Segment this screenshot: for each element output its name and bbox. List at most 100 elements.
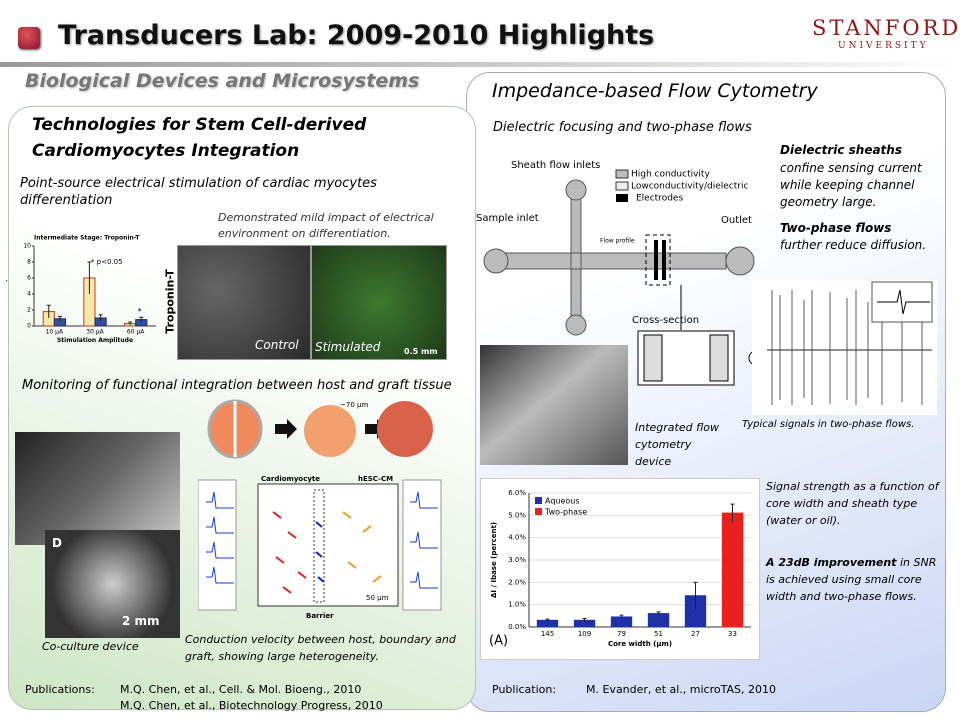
y-tick-label: 5.0%: [508, 511, 526, 519]
logo-line1: STANFORD: [812, 16, 960, 40]
graft-label: hESC-CM: [358, 475, 393, 483]
key-electrode: [616, 194, 628, 202]
bar: [647, 613, 670, 628]
error-bar: [545, 618, 550, 622]
section-title: Biological Devices and Microsystems: [25, 70, 420, 92]
cross-label: Cross-section: [632, 315, 699, 326]
outlet-label: Outlet: [721, 215, 752, 226]
x-tick-label: 33: [728, 630, 737, 638]
stimulated-label: Stimulated: [315, 340, 381, 354]
micrograph: [177, 245, 311, 360]
signal-text: Signal strength as a function of core wi…: [766, 480, 939, 527]
traces: [206, 491, 438, 589]
y-tick-label: 8: [27, 259, 31, 266]
x-tick-label: 60 µA: [127, 329, 145, 336]
electrode: [654, 240, 658, 280]
vectors: [342, 511, 382, 583]
y-tick-label: 2: [27, 307, 31, 314]
right-title: Impedance-based Flow Cytometry: [492, 80, 818, 102]
y-tick-label: 4.0%: [508, 534, 526, 542]
sheath-label: Sheath flow inlets: [511, 160, 600, 171]
x-tick-label: 109: [578, 630, 591, 638]
bar: [721, 512, 744, 628]
panel-title: Technologies for Stem Cell-derived Cardi…: [32, 115, 367, 161]
stim-heading: Point-source electrical stimulation of c…: [20, 176, 377, 208]
outlet: [725, 246, 755, 276]
tissue: [377, 401, 433, 457]
error-bar: [46, 304, 51, 318]
sample-label: Sample inlet: [476, 213, 539, 224]
y-tick-label: 6: [27, 275, 31, 282]
error-bar: [619, 614, 624, 619]
sheath: [709, 334, 729, 382]
publication: M.Q. Chen, et al., Cell. & Mol. Bioeng.,…: [120, 683, 362, 696]
error-bar: [693, 581, 698, 610]
y-tick-label: 0.0%: [508, 623, 526, 631]
x-label: Stimulation Amplitude: [57, 337, 133, 344]
key-label: High conductivity: [631, 170, 710, 180]
signals-plot: [752, 280, 937, 415]
device-caption: Integrated flow cytometry device: [635, 421, 719, 468]
device-photo: [45, 530, 180, 638]
improvement-text: A 23dB improvement in SNR is achieved us…: [766, 554, 941, 605]
side-text: further reduce diffusion.: [780, 238, 927, 252]
tissue: [304, 405, 356, 457]
panel-letter: D: [52, 536, 62, 550]
gray-band: [0, 62, 960, 67]
vectors: [315, 521, 325, 583]
error-bar: [87, 261, 92, 294]
right-subtitle: Dielectric focusing and two-phase flows: [493, 120, 752, 135]
x-tick-label: 27: [691, 630, 700, 638]
coculture-caption: Co-culture device: [42, 640, 139, 653]
key-label: Lowconductivity/dielectric: [631, 182, 748, 192]
monitor-heading: Monitoring of functional integration bet…: [22, 378, 452, 393]
x-tick-label: 79: [617, 630, 626, 638]
electrode: [662, 240, 666, 280]
error-bar: [139, 316, 144, 322]
gap-label: ~70 µm: [340, 401, 368, 409]
arrow: [275, 419, 297, 439]
y-tick-label: 2.0%: [508, 578, 526, 586]
channel: [495, 189, 727, 326]
y-tick-label: 0: [27, 323, 31, 330]
title-icon: [18, 27, 40, 49]
y-tick-label: 1.0%: [508, 601, 526, 609]
publications-label: Publications:: [25, 683, 95, 696]
error-bar: [730, 503, 735, 523]
panel-label: (A): [489, 634, 508, 649]
legend-label: Two-phase: [544, 508, 587, 517]
publication: M.Q. Chen, et al., Biotechnology Progres…: [120, 699, 383, 712]
x-tick-label: 10 µA: [46, 329, 64, 336]
inlet: [565, 179, 587, 201]
legend-swatch: [535, 497, 542, 504]
scale-label: 50 µm: [366, 594, 389, 602]
spikes: [771, 290, 923, 405]
flow-chart: 0.0% 1.0% 2.0% 3.0% 4.0% 5.0% 6.0% 145 109 79 51 27…: [480, 478, 760, 660]
publication: M. Evander, et al., microTAS, 2010: [586, 683, 776, 696]
error-bar: [57, 315, 62, 322]
device-scale: 2 mm: [122, 614, 160, 628]
inlet: [483, 248, 509, 274]
side-heading: Two-phase flows: [780, 221, 892, 235]
error-bar: [582, 618, 587, 623]
y-tick-label: 6.0%: [508, 489, 526, 497]
x-label: Core width (µm): [608, 640, 672, 648]
trace-box: [402, 479, 442, 611]
key-label: Electrodes: [636, 194, 683, 204]
key-low: [615, 181, 629, 191]
significance: *: [138, 307, 142, 316]
control-label: Control: [255, 338, 299, 352]
inset-trace: [877, 289, 930, 315]
y-tick-label: 3.0%: [508, 556, 526, 564]
stim-chart: 0 2 4 6 8 10 10 µA 30 µA 60 µA Intermediate Stage…: [6, 235, 156, 344]
stim-note: Demonstrated mild impact of electrical e…: [218, 211, 434, 240]
y-tick-label: 4: [27, 291, 31, 298]
section-box: [645, 234, 671, 286]
key-high: [615, 169, 629, 179]
x-tick-label: 30 µA: [86, 329, 104, 336]
improvement-bold: A 23dB improvement: [766, 556, 897, 569]
conduction-diagram: Cardiomyocyte hESC-CM Barrier 50 µm: [198, 475, 442, 620]
device-photo: [480, 345, 628, 465]
legend-swatch: [535, 508, 542, 515]
conduction-caption: Conduction velocity between host, bounda…: [185, 633, 456, 663]
